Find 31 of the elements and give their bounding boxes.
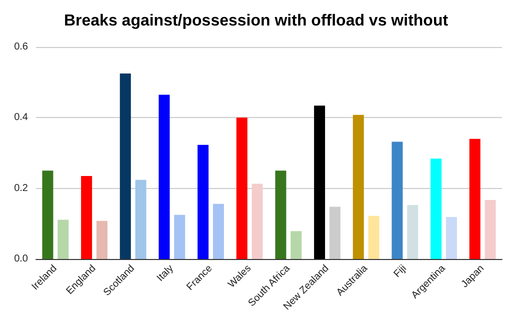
bar [392, 142, 403, 259]
bar [314, 106, 326, 259]
x-tick-label: Fiji [392, 263, 409, 280]
bar [430, 158, 442, 259]
bar [275, 170, 286, 259]
bar [158, 94, 170, 259]
bar [368, 216, 380, 259]
bar [484, 200, 496, 259]
bar [212, 204, 224, 259]
bar [290, 231, 302, 259]
bar [96, 220, 108, 259]
bar [174, 214, 186, 259]
bar [42, 170, 54, 259]
bar [352, 114, 364, 259]
chart-title: Breaks against/possession with offload vs without [64, 12, 449, 30]
bar [81, 176, 92, 259]
bar [446, 216, 457, 259]
bar [329, 206, 340, 259]
bar [236, 118, 248, 259]
bar [120, 74, 131, 259]
bar [407, 204, 418, 259]
bar [58, 220, 69, 259]
y-tick-label: 0.6 [14, 42, 28, 52]
bar [252, 184, 263, 259]
y-tick-label: 0.4 [14, 112, 28, 124]
bar [135, 180, 146, 259]
y-tick-label: 0.0 [14, 254, 28, 264]
bar [469, 138, 480, 259]
bar [198, 144, 209, 259]
x-tick-label: Italy [155, 263, 176, 284]
y-tick-label: 0.2 [14, 182, 28, 194]
